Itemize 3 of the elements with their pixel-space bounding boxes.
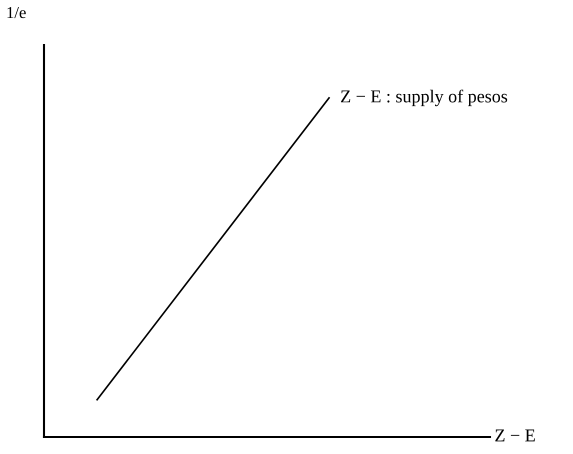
y-axis-title: 1/e <box>7 7 26 18</box>
x-axis-title: Z − E <box>495 430 535 442</box>
annotation: Z − E : supply of pesos <box>341 90 508 106</box>
